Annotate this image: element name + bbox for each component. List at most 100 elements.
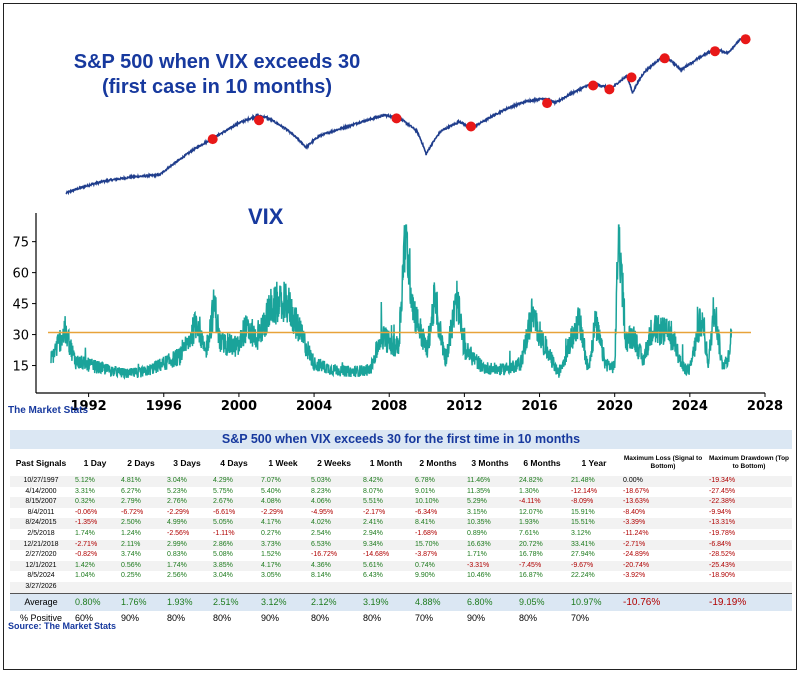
return-cell: -9.94% <box>709 508 732 516</box>
return-cell: 5.40% <box>261 487 281 495</box>
return-cell: 5.23% <box>167 487 187 495</box>
table-row: 4/14/2000 3.31% 6.27% 5.23% 5.75% 5.40% 8.23% 8… <box>10 487 792 498</box>
return-cell: 15.91% <box>571 508 595 516</box>
signal-date-cell: 12/1/2021 <box>10 560 72 572</box>
vix-y-tick-label-60: 60 <box>12 267 29 282</box>
signal-date-cell: 2/5/2018 <box>27 529 55 537</box>
vix-x-tick-label-2028: 2028 <box>747 399 783 414</box>
return-cell <box>464 581 516 594</box>
return-cell: -19.78% <box>709 529 736 537</box>
return-cell: -27.45% <box>709 487 736 495</box>
table-row: 8/15/2007 0.32% 2.79% 2.76% 2.67% 4.08% 4.06% 5… <box>10 497 792 508</box>
return-cell: 9.01% <box>415 487 435 495</box>
return-cell: -6.84% <box>706 539 792 551</box>
return-cell: -4.95% <box>311 508 334 516</box>
pct-positive-row-cell: 60% <box>72 610 118 626</box>
return-cell: 1.71% <box>467 551 487 559</box>
vix-x-tick-label-2008: 2008 <box>371 399 407 414</box>
signal-date-cell: 2/27/2020 <box>25 551 57 559</box>
signal-dot-8 <box>626 72 637 83</box>
return-cell: 27.94% <box>571 551 595 559</box>
return-cell: 3.12% <box>571 529 591 537</box>
return-cell: 3.04% <box>164 476 210 487</box>
return-cell: 0.83% <box>167 551 187 559</box>
return-cell: 2.86% <box>210 539 258 551</box>
sp500-title-line2: (first case in 10 months) <box>101 76 333 98</box>
return-cell: 3.15% <box>467 508 487 516</box>
pct-positive-row-cell: 90% <box>464 610 516 626</box>
average-row-cell: 10.97% <box>568 592 620 611</box>
signal-date-cell: 4/14/2000 <box>25 487 57 495</box>
return-cell: 5.29% <box>464 497 516 508</box>
return-cell: 33.41% <box>568 539 620 551</box>
vix-line <box>50 224 733 380</box>
return-cell: 3.31% <box>75 487 95 495</box>
return-cell <box>164 581 210 594</box>
return-cell: 4.17% <box>258 518 308 529</box>
return-cell <box>308 581 360 594</box>
return-cell: 5.12% <box>72 476 118 487</box>
return-cell: 4.02% <box>308 518 360 529</box>
pct-positive-row-cell: 70% <box>412 610 464 626</box>
return-cell: 2.67% <box>210 497 258 508</box>
return-cell: -6.72% <box>121 508 144 516</box>
return-cell: 1.42% <box>72 560 118 572</box>
return-cell: 1.93% <box>516 518 568 529</box>
return-cell: -18.67% <box>623 487 650 495</box>
return-cell: 3.04% <box>213 572 233 580</box>
column-header: 1 Day <box>83 457 107 468</box>
table-row: 2/27/2020 -0.82% 3.74% 0.83% 5.08% 1.52% -16.7… <box>10 550 792 561</box>
pct-positive-row-cell: 80% <box>360 610 412 626</box>
column-header: 2 Days <box>127 457 155 468</box>
vix-x-tick-label-2004: 2004 <box>296 399 332 414</box>
vix-x-tick-label-2000: 2000 <box>221 399 257 414</box>
return-cell: 4.99% <box>164 518 210 529</box>
signal-dot-6 <box>588 80 599 91</box>
column-header: 1 Year <box>581 457 607 468</box>
return-cell: 4.81% <box>118 476 164 487</box>
table-body: 10/27/1997 5.12% 4.81% 3.04% 4.29% 7.07% 5.03%… <box>10 476 792 594</box>
return-cell: 8.41% <box>412 518 464 529</box>
return-cell: -2.17% <box>363 508 386 516</box>
average-row-cell: -19.19% <box>706 592 792 611</box>
column-header: 1 Week <box>268 457 298 468</box>
return-cell: 5.61% <box>360 560 412 572</box>
return-cell: 5.51% <box>360 497 412 508</box>
sp500-chart-title: S&P 500 when VIX exceeds 30 (first case … <box>52 50 382 100</box>
column-header: 3 Days <box>173 457 201 468</box>
table-title: S&P 500 when VIX exceeds 30 for the firs… <box>10 430 792 449</box>
signal-dot-2 <box>254 115 264 126</box>
return-cell: 16.63% <box>464 539 516 551</box>
signal-dot-5 <box>542 98 553 109</box>
return-cell: 11.35% <box>467 487 491 495</box>
return-cell: 3.85% <box>210 560 258 572</box>
return-cell: 4.06% <box>308 497 360 508</box>
pct-positive-row-cell <box>620 610 706 626</box>
average-row-cell: 0.80% <box>72 592 118 611</box>
average-row-cell: 3.12% <box>258 592 308 611</box>
return-cell: -3.87% <box>415 551 438 559</box>
table-row: 3/27/2026 <box>10 581 792 594</box>
return-cell: 8.14% <box>311 572 331 580</box>
table-row: 10/27/1997 5.12% 4.81% 3.04% 4.29% 7.07% 5.03%… <box>10 476 792 487</box>
return-cell: 2.99% <box>164 539 210 551</box>
table-row: 12/1/2021 1.42% 0.56% 1.74% 3.85% 4.17% 4.36% 5… <box>10 560 792 572</box>
sp500-title-line1: S&P 500 when VIX exceeds 30 <box>73 51 361 73</box>
return-cell: 10.10% <box>412 497 464 508</box>
average-row-cell: 9.05% <box>516 592 568 611</box>
table-row: 2/5/2018 1.74% 1.24% -2.56% -1.11% 0.27% 2.54%… <box>10 529 792 540</box>
table-row: 8/4/2011 -0.06% -6.72% -2.29% -6.61% -2.29% -4… <box>10 508 792 519</box>
column-header: 4 Days <box>220 457 248 468</box>
return-cell: -20.74% <box>620 560 706 572</box>
return-cell: 0.00% <box>620 476 706 487</box>
return-cell: -6.34% <box>415 508 438 516</box>
average-row-cell: Average <box>10 592 72 611</box>
column-header: 2 Months <box>419 457 457 468</box>
return-cell: -28.52% <box>709 551 736 559</box>
return-cell: -8.40% <box>623 508 646 516</box>
return-cell: -19.34% <box>706 476 792 487</box>
return-cell: 1.74% <box>75 529 95 537</box>
return-cell: 9.34% <box>360 539 412 551</box>
return-cell: -2.29% <box>261 508 284 516</box>
return-cell: -2.71% <box>620 539 706 551</box>
